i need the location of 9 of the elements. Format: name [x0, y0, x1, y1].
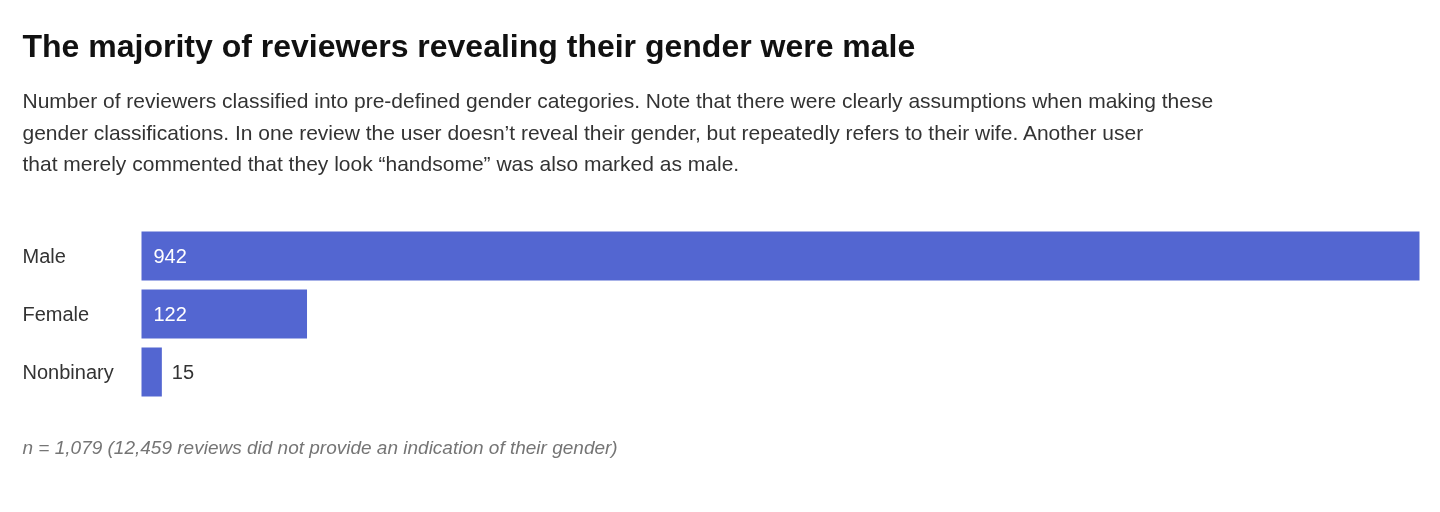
chart-subtitle: Number of reviewers classified into pre-defined gender categories. Note that there were clearly assumptions when making these gender classifications. In one review the user doesn’t reveal their gender, but repeatedly refers to their wife. Another user that merely commented that they look “handsome” was also marked as male.: [22, 89, 1214, 175]
y-tick-label: Nonbinary: [22, 361, 114, 383]
data-label: 15: [171, 361, 195, 383]
text: n = 1,079 (12,459 reviews did not provide an indication of their gender): [22, 437, 618, 458]
data-label: 122: [153, 303, 187, 325]
y-tick-label: Female: [22, 303, 90, 325]
data-label: 942: [153, 245, 187, 267]
chart-title: The majority of reviewers revealing their gender were male: [22, 27, 916, 64]
y-tick-label: Male: [22, 245, 66, 267]
